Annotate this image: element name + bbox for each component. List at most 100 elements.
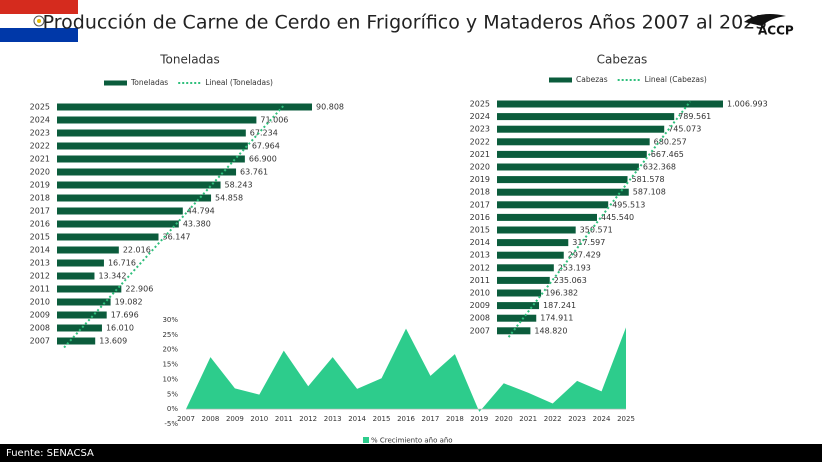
x-tick-label: 2022 [544,415,562,423]
trend-line [507,100,691,338]
y-tick-label: 2025 [30,103,50,112]
bar [497,213,597,221]
x-tick-label: 2012 [299,415,317,423]
x-tick-label: 2009 [226,415,244,423]
y-tick-label: 2013 [30,259,50,268]
y-tick-label: 2019 [30,181,50,190]
bar [57,337,96,345]
value-label: 445.540 [601,213,634,222]
bar [57,285,122,293]
bar [497,251,564,259]
value-label: 58.243 [225,181,253,190]
y-tick-label: 2014 [470,238,490,247]
x-tick-label: 2015 [373,415,391,423]
bar [497,150,647,158]
bar [497,264,554,272]
value-label: 19.082 [115,298,143,307]
value-label: 67.234 [250,129,278,138]
y-tick-label: -5% [164,420,178,428]
bar [57,220,179,228]
value-label: 22.906 [125,285,153,294]
bar [57,233,159,241]
x-tick-label: 2025 [617,415,635,423]
bar [497,239,569,247]
value-label: 235.063 [554,276,587,285]
bar [497,289,542,297]
bar [497,226,576,234]
x-tick-label: 2020 [495,415,513,423]
value-label: 587.108 [633,188,666,197]
y-tick-label: 2013 [470,251,490,260]
y-tick-label: 2012 [470,263,490,272]
y-tick-label: 2025 [470,100,490,109]
y-tick-label: 2014 [30,246,50,255]
y-tick-label: 2020 [30,168,50,177]
y-tick-label: 25% [162,331,178,339]
value-label: 16.010 [106,324,134,333]
value-label: 54.858 [215,194,243,203]
y-tick-label: 2011 [30,285,50,294]
bar [497,327,531,335]
value-label: 71.006 [260,116,288,125]
value-label: 36.147 [163,233,191,242]
bar [57,194,212,202]
y-tick-label: 0% [167,405,178,413]
bar [57,168,237,176]
bar [497,302,540,310]
value-label: 148.820 [534,326,567,335]
y-tick-label: 2008 [30,324,50,333]
y-tick-label: 2015 [30,233,50,242]
y-tick-label: 5% [167,390,178,398]
bar [57,155,245,163]
x-tick-label: 2011 [275,415,293,423]
value-label: 317.597 [572,238,605,247]
logo-text: ACCP [758,24,794,38]
legend-swatch [104,80,127,86]
y-tick-label: 2021 [30,155,50,164]
value-label: 67.964 [252,142,280,151]
y-tick-label: 2018 [470,188,490,197]
value-label: 495.513 [612,200,645,209]
bar [497,138,650,146]
x-tick-label: 2007 [177,415,195,423]
value-label: 43.380 [183,220,211,229]
bar [57,103,312,111]
footer-source: Fuente: SENACSA [6,448,94,459]
bar [57,129,246,137]
value-label: 789.561 [678,112,711,121]
y-tick-label: 2017 [470,200,490,209]
y-tick-label: 2010 [470,289,490,298]
bar [57,298,111,306]
y-tick-label: 2023 [30,129,50,138]
bar [57,311,107,319]
value-label: 632.368 [643,163,676,172]
x-tick-label: 2014 [348,415,366,423]
value-label: 63.761 [240,168,268,177]
y-tick-label: 2021 [470,150,490,159]
y-tick-label: 2017 [30,207,50,216]
x-tick-label: 2021 [519,415,537,423]
legend-label: Toneladas [130,78,168,87]
value-label: 16.716 [108,259,136,268]
y-tick-label: 2016 [30,220,50,229]
y-tick-label: 2022 [30,142,50,151]
bar [57,246,119,254]
value-label: 90.808 [316,103,344,112]
x-tick-label: 2017 [422,415,440,423]
y-tick-label: 2024 [470,112,490,121]
value-label: 1.006.993 [727,100,768,109]
y-tick-label: 2022 [470,137,490,146]
y-tick-label: 10% [162,375,178,383]
legend-label: Lineal (Cabezas) [645,75,707,84]
legend-label: % Crecimiento año año [371,437,453,445]
page-title: Producción de Carne de Cerdo en Frigoríf… [43,12,768,34]
x-tick-label: 2008 [202,415,220,423]
value-label: 17.696 [111,311,139,320]
value-label: 350.571 [580,226,613,235]
bar [497,176,628,184]
bar [57,207,183,215]
y-tick-label: 2023 [470,125,490,134]
y-tick-label: 2012 [30,272,50,281]
x-tick-label: 2010 [250,415,268,423]
y-tick-label: 2007 [30,337,50,346]
